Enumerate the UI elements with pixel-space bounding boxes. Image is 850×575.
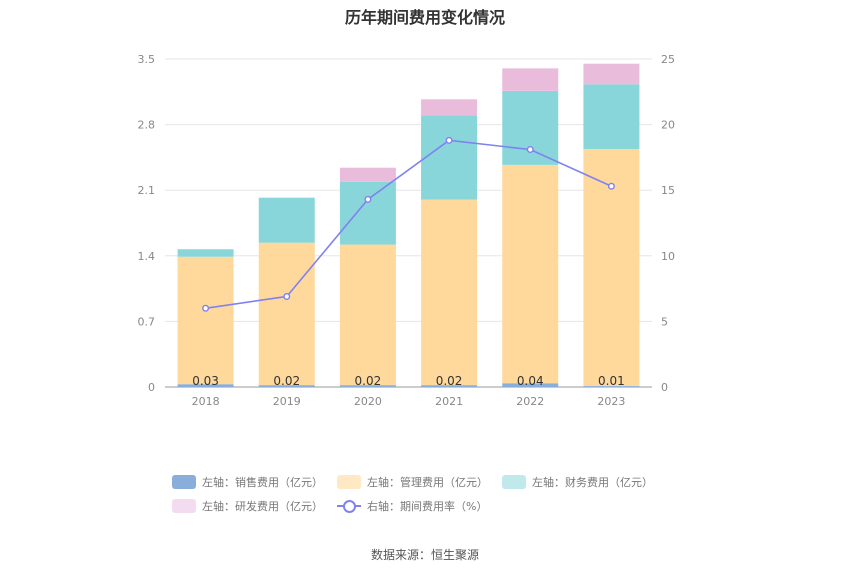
y-left-tick-label: 3.5: [138, 53, 156, 66]
legend-label-sales: 左轴：销售费用（亿元）: [202, 476, 323, 489]
chart-title: 历年期间费用变化情况: [344, 8, 505, 27]
bar-segment-2: [339, 181, 396, 245]
x-tick-label: 2021: [435, 395, 463, 408]
bar-segment-2: [258, 197, 315, 243]
y-left-tick-label: 1.4: [138, 250, 156, 263]
data-label-sales: 0.02: [273, 374, 300, 388]
rate-point: [202, 304, 210, 312]
legend-row-2: 左轴：研发费用（亿元） 右轴：期间费用率（%）: [172, 498, 501, 514]
bar-segment-1: [502, 164, 559, 384]
legend-item-rnd[interactable]: 左轴：研发费用（亿元）: [172, 498, 323, 514]
x-tick-label: 2022: [516, 395, 544, 408]
bar-segment-3: [583, 63, 640, 85]
y-right-tick-label: 15: [661, 184, 675, 197]
legend-label-admin: 左轴：管理费用（亿元）: [367, 476, 488, 489]
bar-segment-2: [421, 115, 478, 200]
legend-label-rnd: 左轴：研发费用（亿元）: [202, 500, 323, 513]
bar-segment-3: [421, 99, 478, 116]
y-right-tick-label: 10: [661, 250, 675, 263]
legend-label-rate: 右轴：期间费用率（%）: [367, 500, 488, 513]
data-label-sales: 0.03: [192, 374, 219, 388]
data-label-sales: 0.04: [517, 374, 544, 388]
legend-item-sales[interactable]: 左轴：销售费用（亿元）: [172, 474, 323, 490]
legend-item-admin[interactable]: 左轴：管理费用（亿元）: [337, 474, 488, 490]
data-label-sales: 0.01: [598, 374, 625, 388]
rate-line: [205, 139, 612, 310]
bar-segment-1: [258, 242, 315, 386]
legend-swatch-admin: [337, 475, 361, 489]
legend-label-finance: 左轴：财务费用（亿元）: [532, 476, 653, 489]
bar-segment-1: [421, 199, 478, 386]
source-note: 数据来源：恒生聚源: [370, 548, 479, 562]
bar-segment-1: [177, 256, 234, 385]
rate-point: [364, 195, 372, 203]
legend-swatch-sales: [172, 475, 196, 489]
bar-segment-0: [583, 386, 640, 387]
legend-swatch-rate: [337, 499, 361, 513]
bar-segment-0: [177, 384, 234, 387]
x-tick-label: 2023: [597, 395, 625, 408]
rate-point: [526, 146, 534, 154]
y-right-tick-label: 5: [661, 315, 668, 328]
bar-segment-3: [502, 68, 559, 91]
bar-segment-0: [258, 385, 315, 387]
bar-segment-0: [421, 385, 478, 387]
legend-row-1: 左轴：销售费用（亿元） 左轴：管理费用（亿元） 左轴：财务费用（亿元）: [172, 474, 667, 490]
rate-point: [283, 292, 291, 300]
y-left-tick-label: 2.1: [138, 184, 156, 197]
rate-point: [445, 136, 453, 144]
y-left-tick-label: 2.8: [138, 119, 156, 132]
legend-item-finance[interactable]: 左轴：财务费用（亿元）: [502, 474, 653, 490]
y-left-tick-label: 0: [148, 381, 155, 394]
y-left-tick-label: 0.7: [138, 315, 156, 328]
y-right-tick-label: 20: [661, 119, 675, 132]
bar-segment-2: [583, 84, 640, 149]
legend-swatch-rnd: [172, 499, 196, 513]
y-right-tick-label: 0: [661, 381, 668, 394]
x-tick-label: 2019: [273, 395, 301, 408]
data-label-sales: 0.02: [355, 374, 382, 388]
legend-item-rate[interactable]: 右轴：期间费用率（%）: [337, 498, 487, 514]
bar-segment-0: [339, 385, 396, 387]
bar-segment-3: [339, 167, 396, 182]
legend-swatch-finance: [502, 475, 526, 489]
rate-point: [607, 182, 615, 190]
bar-segment-2: [177, 249, 234, 257]
data-label-sales: 0.02: [436, 374, 463, 388]
bar-segment-0: [502, 383, 559, 387]
y-right-tick-label: 25: [661, 53, 675, 66]
bar-segment-2: [502, 90, 559, 165]
x-tick-label: 2018: [192, 395, 220, 408]
bar-segment-1: [339, 244, 396, 386]
x-tick-label: 2020: [354, 395, 382, 408]
